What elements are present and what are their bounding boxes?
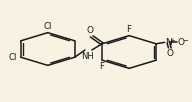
Text: NH: NH	[81, 52, 94, 61]
Text: Cl: Cl	[9, 53, 17, 62]
Text: O: O	[166, 49, 173, 58]
Text: O: O	[178, 38, 185, 47]
Text: N: N	[166, 38, 172, 47]
Text: −: −	[182, 38, 188, 44]
Text: +: +	[169, 38, 175, 44]
Text: O: O	[86, 26, 93, 35]
Text: F: F	[99, 62, 104, 71]
Text: Cl: Cl	[44, 22, 52, 31]
Text: F: F	[127, 25, 132, 34]
